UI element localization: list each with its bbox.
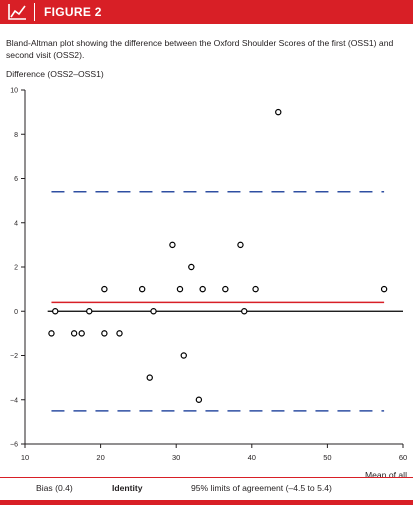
data-point [116, 330, 123, 337]
legend-label-limits: 95% limits of agreement (–4.5 to 5.4) [191, 483, 332, 493]
x-tick-label: 20 [96, 453, 104, 462]
y-tick-label: 0 [14, 309, 18, 316]
data-point [78, 330, 85, 337]
x-tick-label: 40 [248, 453, 256, 462]
data-point [169, 241, 176, 249]
data-point [380, 285, 388, 293]
y-tick-label: 2 [14, 265, 18, 272]
x-tick-label: 50 [323, 453, 331, 462]
chart-icon [0, 0, 34, 24]
header-divider [34, 3, 35, 21]
data-point [252, 285, 259, 293]
y-tick-label: 6 [14, 176, 18, 183]
y-tick-label: −4 [10, 397, 18, 404]
y-tick-label: 8 [14, 132, 18, 139]
data-point [188, 263, 195, 271]
x-axis-label: Mean of all [364, 470, 407, 480]
y-tick-label: 10 [10, 88, 18, 95]
data-point [101, 330, 108, 337]
legend-label-bias: Bias (0.4) [36, 483, 73, 493]
data-point [150, 308, 157, 315]
data-point [101, 285, 108, 293]
legend-label-identity: Identity [112, 483, 143, 493]
data-point [146, 374, 153, 381]
y-tick-label: −6 [10, 442, 18, 449]
figure-caption: Bland-Altman plot showing the difference… [6, 38, 394, 60]
data-point [48, 330, 55, 337]
x-tick-label: 30 [172, 453, 180, 462]
data-point [195, 396, 203, 403]
legend: Bias (0.4) Identity 95% limits of agreem… [0, 478, 413, 498]
data-point [86, 308, 93, 315]
figure-label: FIGURE 2 [44, 5, 102, 19]
legend-divider [0, 477, 413, 478]
x-tick-label: 60 [399, 453, 407, 462]
y-axis-label: Difference (OSS2–OSS1) [6, 69, 104, 79]
data-point [180, 352, 187, 359]
data-point [138, 285, 146, 293]
footer-bar [0, 500, 413, 505]
y-tick-label: 4 [14, 220, 18, 227]
data-point [176, 285, 184, 293]
data-point [52, 308, 59, 315]
figure-header: FIGURE 2 [0, 0, 413, 24]
data-point [70, 330, 78, 337]
data-point [275, 108, 282, 116]
data-point [222, 285, 229, 293]
data-point [237, 241, 244, 249]
data-point [241, 308, 248, 315]
x-tick-label: 10 [21, 453, 29, 462]
y-tick-label: −2 [10, 353, 18, 360]
data-point [199, 285, 206, 293]
